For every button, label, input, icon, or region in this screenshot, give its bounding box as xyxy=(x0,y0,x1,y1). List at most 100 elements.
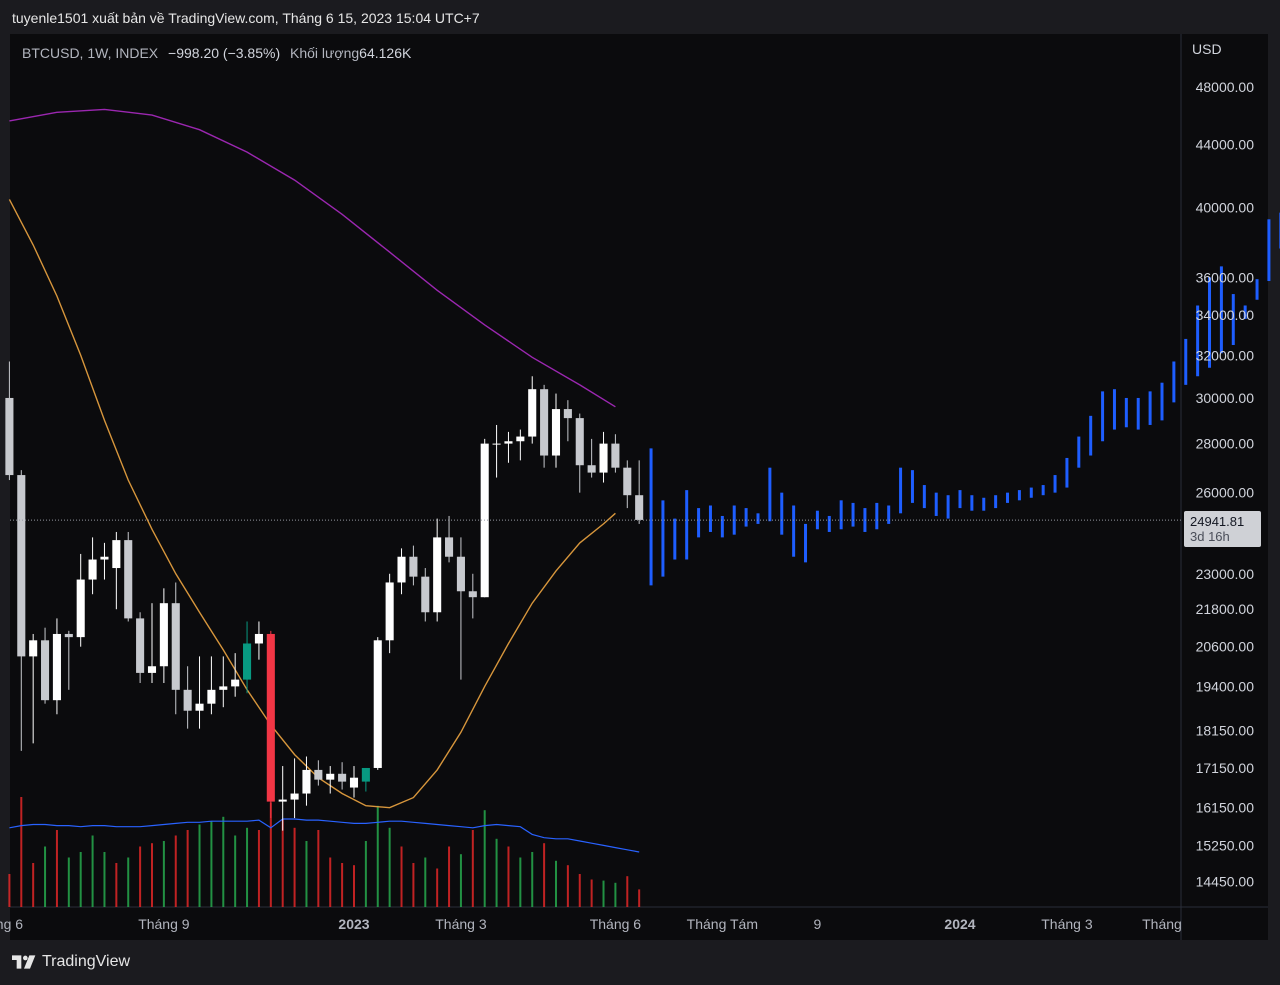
ma-orange-line xyxy=(8,199,616,809)
candle-body xyxy=(623,467,632,496)
volume-bar xyxy=(543,843,546,907)
currency-label: USD xyxy=(1192,41,1222,57)
volume-bar xyxy=(67,857,70,907)
volume-bar xyxy=(436,868,439,907)
tradingview-branding[interactable]: TradingView xyxy=(12,953,130,971)
volume-bar xyxy=(554,860,557,907)
bar-countdown: 3d 16h xyxy=(1190,529,1230,544)
candlesticks xyxy=(5,361,644,831)
x-tick-label: Tháng 3 xyxy=(435,916,487,932)
volume-bar xyxy=(20,797,23,907)
volume-bar xyxy=(578,874,581,907)
volume-bar xyxy=(32,863,35,907)
candle-body xyxy=(183,689,192,711)
y-tick-label: 15250.00 xyxy=(1196,838,1255,854)
candle-body xyxy=(17,475,26,657)
x-tick-label: Tháng xyxy=(1142,916,1182,932)
volume-bar xyxy=(91,835,94,907)
volume-bar xyxy=(459,854,462,907)
volume-value: 64.126K xyxy=(359,45,412,61)
volume-bar xyxy=(127,857,130,907)
volume-bar xyxy=(531,852,534,907)
volume-bar xyxy=(507,846,510,907)
y-tick-label: 48000.00 xyxy=(1196,79,1255,95)
candle-body xyxy=(468,591,477,598)
volume-bar xyxy=(495,838,498,907)
x-tick-label: 2023 xyxy=(338,916,369,932)
y-tick-label: 40000.00 xyxy=(1196,200,1255,216)
symbol-info[interactable]: BTCUSD, 1W, INDEX xyxy=(22,45,159,61)
moving-averages xyxy=(8,108,616,809)
candle-body xyxy=(159,603,168,667)
candle-body xyxy=(29,640,38,657)
candle-body xyxy=(171,603,180,690)
candle-body xyxy=(516,436,525,442)
projected-bars xyxy=(649,212,1280,586)
brand-name: TradingView xyxy=(42,953,131,970)
volume-bar xyxy=(400,846,403,907)
candle-body xyxy=(266,633,275,802)
y-tick-label: 44000.00 xyxy=(1196,137,1255,153)
volume-ma-line xyxy=(9,818,640,853)
y-tick-label: 23000.00 xyxy=(1196,566,1255,582)
volume-bar xyxy=(269,802,272,907)
volume-bar xyxy=(103,852,106,907)
candle-body xyxy=(635,495,644,520)
volume-bar xyxy=(388,827,391,907)
y-tick-label: 28000.00 xyxy=(1196,436,1255,452)
x-tick-label: Tháng Tám xyxy=(687,916,758,932)
volume-bar xyxy=(352,865,355,907)
candle-body xyxy=(433,537,442,613)
candle-body xyxy=(540,389,549,456)
candle-body xyxy=(124,540,133,619)
y-tick-label: 18150.00 xyxy=(1196,722,1255,738)
y-axis-ticks: 48000.00 44000.00 40000.00 36000.00 34000.00… xyxy=(1196,79,1255,889)
candle-body xyxy=(254,633,263,644)
candle-body xyxy=(456,556,465,592)
candle-body xyxy=(338,773,347,782)
volume-bar xyxy=(293,827,296,907)
volume-bar xyxy=(566,865,569,907)
y-tick-label: 32000.00 xyxy=(1196,347,1255,363)
candle-body xyxy=(52,633,61,701)
candle-body xyxy=(421,576,430,613)
candle-body xyxy=(112,540,121,569)
y-tick-label: 14450.00 xyxy=(1196,873,1255,889)
ma-purple-line xyxy=(9,108,616,408)
last-price-value: 24941.81 xyxy=(1190,514,1245,529)
y-tick-label: 17150.00 xyxy=(1196,760,1255,776)
volume-bar xyxy=(412,863,415,907)
volume-bar xyxy=(519,857,522,907)
volume-bar xyxy=(257,830,260,907)
x-tick-label: 9 xyxy=(814,916,822,932)
y-tick-label: 21800.00 xyxy=(1196,601,1255,617)
volume-bar xyxy=(364,841,367,907)
publish-info: tuyenle1501 xuất bản về TradingView.com,… xyxy=(12,10,480,26)
volume-bar xyxy=(79,852,82,907)
candle-body xyxy=(349,777,359,788)
candle-body xyxy=(314,769,323,780)
candle-body xyxy=(385,582,394,641)
x-tick-label: 2024 xyxy=(944,916,975,932)
volume-bar xyxy=(174,835,177,907)
volume-bar xyxy=(44,846,47,907)
candle-body xyxy=(445,537,454,557)
x-tick-label: Tháng 3 xyxy=(1041,916,1093,932)
candle-body xyxy=(243,643,252,680)
candle-body xyxy=(504,441,513,444)
volume-bar xyxy=(317,830,320,907)
chart-legend: BTCUSD, 1W, INDEX −998.20 (−3.85%) Khối … xyxy=(22,45,417,61)
volume-bar xyxy=(483,810,486,907)
volume-bar xyxy=(246,827,249,907)
candle-body xyxy=(302,769,311,794)
candle-body xyxy=(88,559,97,580)
volume-bar xyxy=(55,830,58,907)
volume-bar xyxy=(162,841,165,907)
volume-bar xyxy=(376,805,379,907)
candle-body xyxy=(207,689,216,704)
y-tick-label: 34000.00 xyxy=(1196,307,1255,323)
volume-bar xyxy=(638,889,641,907)
y-tick-label: 19400.00 xyxy=(1196,678,1255,694)
y-tick-label: 30000.00 xyxy=(1196,390,1255,406)
